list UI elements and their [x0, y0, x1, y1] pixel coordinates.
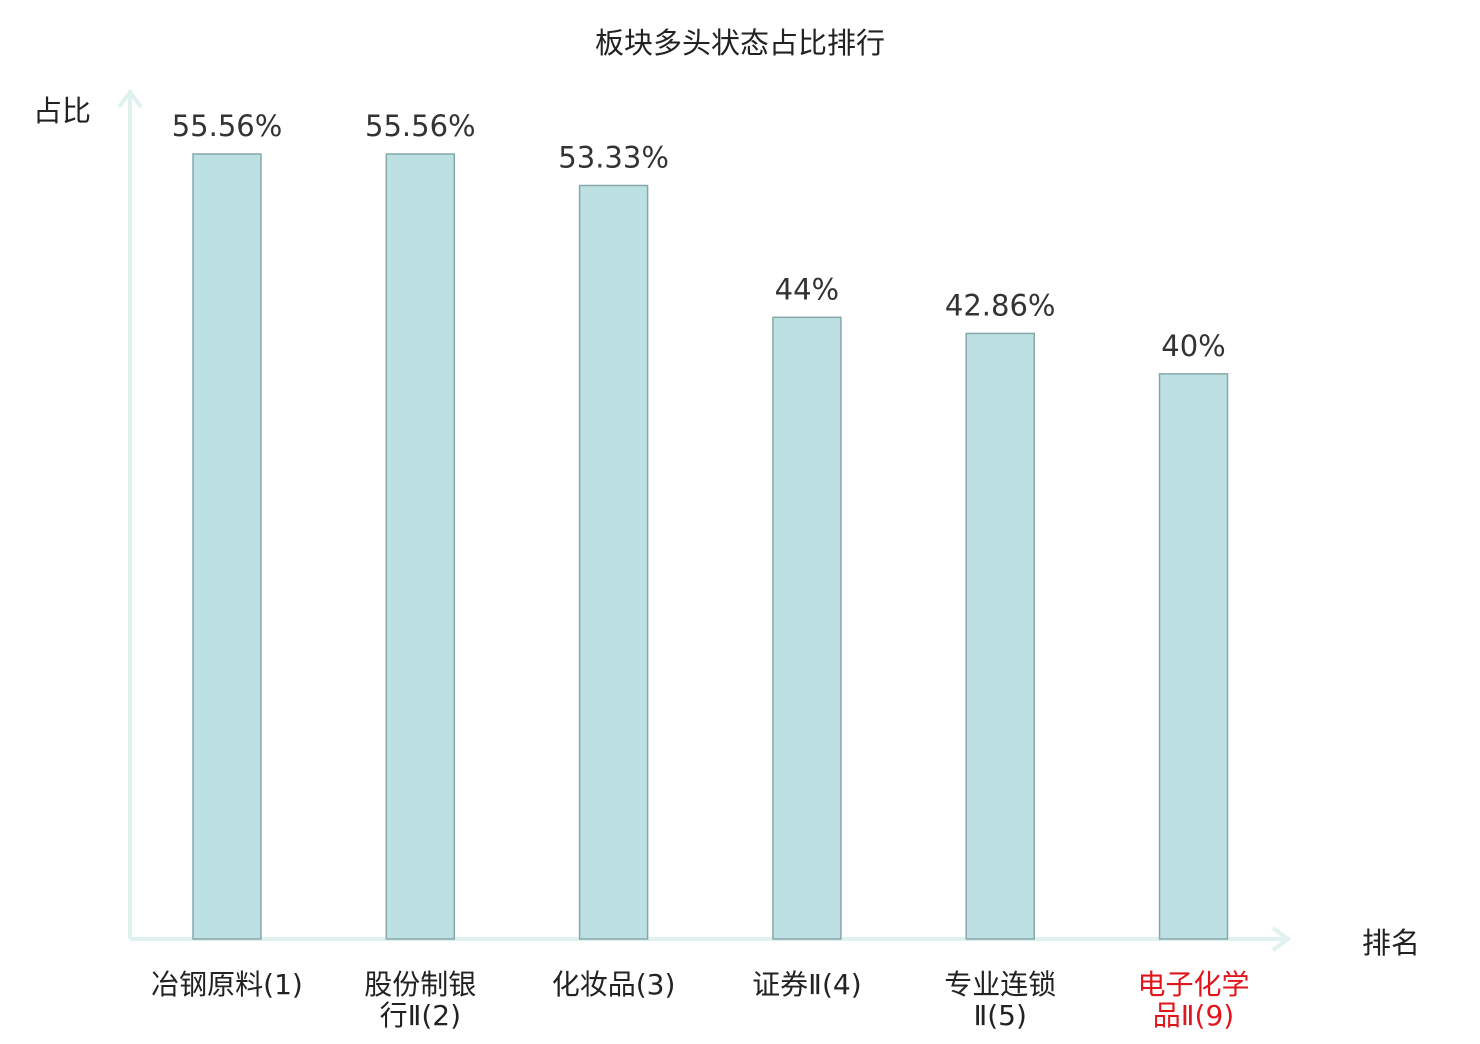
x-tick-label: 股份制银 — [364, 968, 476, 1001]
bar — [192, 153, 262, 940]
value-label: 42.86% — [945, 288, 1056, 322]
x-tick-label: 化妆品(3) — [552, 968, 676, 1001]
x-tick-label: 品Ⅱ(9) — [1153, 999, 1234, 1032]
bars-group — [192, 153, 1229, 940]
x-axis-arrow — [1271, 926, 1292, 952]
x-tick-label: Ⅱ(5) — [973, 999, 1026, 1032]
x-tick-label: 冶钢原料(1) — [151, 968, 303, 1001]
value-labels-group: 55.56% 55.56% 53.33% 44% 42.86% 40% — [172, 109, 1226, 363]
x-tick-label: 行Ⅱ(2) — [380, 999, 461, 1032]
chart-title: 板块多头状态占比排行 — [595, 26, 885, 60]
axes — [117, 88, 1292, 952]
value-label: 44% — [775, 272, 839, 306]
bar — [578, 184, 649, 940]
bar — [1158, 373, 1229, 940]
x-tick-label: 证券Ⅱ(4) — [752, 968, 861, 1001]
bar — [385, 153, 456, 940]
value-label: 40% — [1161, 329, 1225, 363]
y-axis-arrow — [117, 88, 143, 109]
x-axis-label: 排名 — [1362, 926, 1420, 960]
value-label: 53.33% — [558, 141, 669, 175]
x-tick-label: 电子化学 — [1137, 968, 1249, 1001]
bar — [965, 332, 1035, 940]
x-tick-label: 专业连锁 — [944, 968, 1056, 1001]
bar — [772, 316, 842, 940]
y-axis-label: 占比 — [33, 94, 91, 128]
value-label: 55.56% — [172, 109, 283, 143]
value-label: 55.56% — [365, 109, 476, 143]
